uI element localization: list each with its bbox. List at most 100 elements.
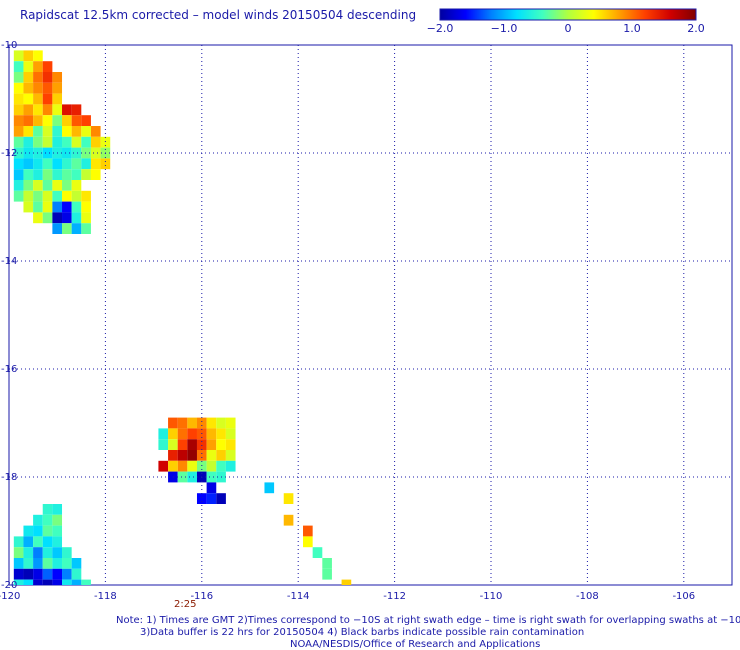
data-cell: [13, 147, 24, 159]
data-cell: [52, 126, 63, 137]
data-cell: [23, 50, 34, 62]
data-cell: [42, 61, 53, 72]
data-cell: [33, 169, 43, 180]
data-cell: [90, 169, 101, 180]
data-cell: [13, 72, 24, 83]
data-cell: [33, 72, 43, 83]
data-cell: [62, 201, 72, 213]
data-cell: [52, 93, 63, 105]
data-cell: [187, 439, 197, 450]
data-cell: [13, 536, 24, 548]
data-cell: [196, 439, 207, 450]
data-cell: [13, 169, 24, 180]
colorbar-tick-label: 1.0: [623, 22, 641, 35]
data-cell: [158, 428, 169, 440]
data-cell: [283, 514, 294, 526]
data-cell: [177, 428, 188, 440]
data-cell: [187, 428, 197, 440]
data-cell: [206, 471, 217, 483]
data-cell: [13, 579, 24, 585]
data-cell: [23, 568, 34, 580]
data-cell: [42, 568, 53, 580]
data-cell: [23, 104, 34, 116]
data-cell: [62, 180, 72, 191]
data-cell: [33, 190, 43, 202]
data-cell: [225, 417, 236, 429]
y-tick-label: -14: [1, 256, 17, 267]
data-cell: [23, 72, 34, 83]
data-cell: [13, 50, 24, 62]
data-cell: [71, 579, 82, 585]
data-cell: [177, 417, 188, 429]
data-cell: [206, 450, 217, 461]
data-cell: [206, 439, 217, 450]
data-cell: [23, 126, 34, 137]
data-cell: [13, 568, 24, 580]
data-cell: [23, 180, 34, 191]
data-cell: [52, 158, 63, 170]
data-cell: [23, 579, 34, 585]
y-tick-label: -20: [1, 580, 17, 591]
y-tick-label: -10: [1, 40, 17, 51]
data-cell: [206, 493, 217, 504]
data-cell: [81, 190, 91, 202]
data-cell: [196, 460, 207, 472]
map-title: Rapidscat 12.5km corrected – model winds…: [20, 8, 417, 22]
data-cell: [52, 568, 63, 580]
data-cell: [42, 82, 53, 94]
data-cell: [71, 136, 82, 148]
data-cell: [42, 504, 53, 515]
data-cell: [90, 147, 101, 159]
data-cell: [158, 460, 169, 472]
data-cell: [81, 579, 91, 585]
data-cell: [71, 115, 82, 126]
data-cell: [62, 126, 72, 137]
data-cell: [33, 61, 43, 72]
data-cell: [62, 136, 72, 148]
x-tick-label: -114: [287, 591, 310, 602]
data-cell: [23, 558, 34, 569]
data-cell: [13, 558, 24, 569]
data-cell: [52, 180, 63, 191]
y-tick-label: -18: [1, 472, 17, 483]
data-cell: [81, 158, 91, 170]
x-tick-label: -118: [94, 591, 117, 602]
data-cell: [158, 439, 169, 450]
data-cell: [90, 158, 101, 170]
data-cell: [42, 169, 53, 180]
colorbar-tick-label: −2.0: [427, 22, 454, 35]
data-cell: [42, 93, 53, 105]
data-cell: [23, 93, 34, 105]
data-cell: [225, 428, 236, 440]
data-cell: [23, 169, 34, 180]
data-cell: [42, 104, 53, 116]
data-cell: [33, 126, 43, 137]
data-cell: [23, 115, 34, 126]
data-cell: [62, 568, 72, 580]
data-cell: [13, 190, 24, 202]
data-cell: [23, 82, 34, 94]
data-cell: [33, 568, 43, 580]
data-cell: [168, 450, 178, 461]
data-cell: [62, 547, 72, 558]
y-tick-label: -16: [1, 364, 17, 375]
data-cell: [42, 158, 53, 170]
swath-time-label: 2:25: [174, 599, 197, 610]
y-tick-label: -12: [1, 148, 17, 159]
data-cell: [42, 558, 53, 569]
data-cell: [100, 136, 111, 148]
colorbar-tick-label: −1.0: [491, 22, 518, 35]
data-cell: [42, 536, 53, 548]
note-line-2: 3)Data buffer is 22 hrs for 20150504 4) …: [140, 627, 585, 638]
data-cell: [71, 190, 82, 202]
data-cell: [90, 126, 101, 137]
data-cell: [216, 417, 226, 429]
data-cell: [62, 579, 72, 585]
data-cell: [33, 158, 43, 170]
data-cell: [62, 558, 72, 569]
data-cell: [33, 514, 43, 526]
data-cell: [13, 158, 24, 170]
data-cell: [13, 547, 24, 558]
data-cell: [62, 223, 72, 234]
